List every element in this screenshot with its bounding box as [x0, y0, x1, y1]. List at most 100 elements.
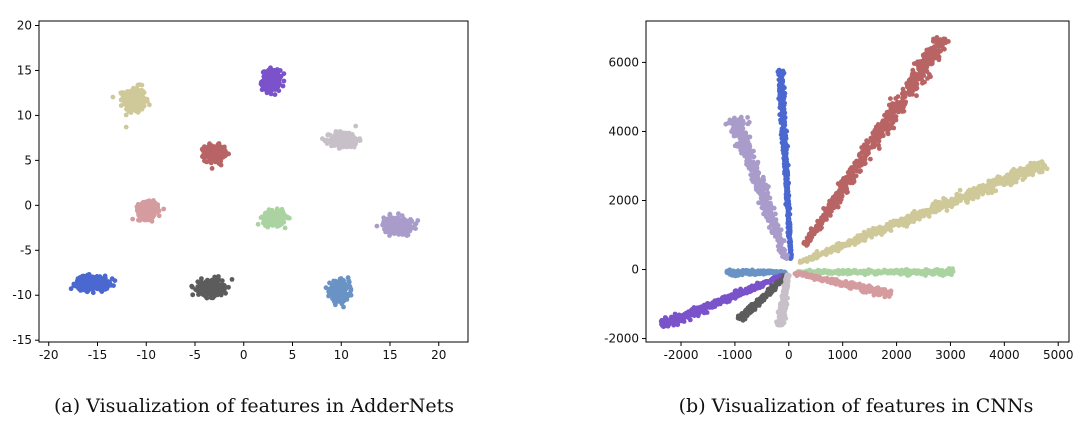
cnns-point: [965, 193, 970, 199]
addernets-point: [387, 211, 393, 217]
addernets-point: [268, 91, 274, 97]
addernets-point: [259, 87, 265, 93]
addernets-point: [156, 213, 162, 219]
cnns-point: [859, 145, 865, 150]
cnns-point: [971, 186, 977, 191]
addernets-point: [135, 104, 141, 110]
addernets-point: [199, 283, 204, 288]
addernets-ytick-label: 15: [17, 63, 32, 77]
addernets-point: [132, 86, 137, 92]
cnns-point: [801, 241, 807, 246]
addernets-point: [199, 276, 204, 281]
addernets-point: [217, 152, 223, 158]
addernets-point: [264, 80, 270, 86]
cnns-point: [993, 180, 998, 186]
cnns-point: [848, 169, 854, 175]
cnns-point: [907, 85, 913, 91]
addernets-caption: (a) Visualization of features in AdderNe…: [54, 395, 454, 417]
cnns-point: [861, 158, 867, 164]
addernets-point: [340, 279, 346, 285]
addernets-point: [218, 289, 224, 295]
addernets-point: [143, 97, 149, 103]
addernets-series-5: [255, 206, 292, 231]
addernets-point: [118, 103, 124, 108]
cnns-point: [958, 197, 963, 203]
cnns-series-1: [797, 159, 1050, 265]
cnns-point: [779, 104, 785, 110]
addernets-point: [263, 217, 269, 222]
addernets-point: [280, 83, 286, 89]
addernets-point: [130, 216, 136, 222]
addernets-point: [357, 138, 363, 143]
addernets-point: [255, 221, 261, 227]
addernets-point: [353, 136, 358, 141]
addernets-point: [223, 290, 229, 296]
addernets-point: [275, 216, 281, 221]
addernets-point: [123, 112, 129, 118]
addernets-point: [333, 288, 339, 293]
addernets-point: [262, 76, 268, 82]
addernets-point: [274, 79, 280, 85]
cnns-point: [809, 234, 815, 240]
addernets-point: [275, 222, 280, 228]
cnns-point: [858, 154, 864, 160]
cnns-point: [911, 213, 917, 219]
cnns-point: [825, 211, 831, 217]
cnns-point: [934, 42, 940, 47]
addernets-point: [151, 198, 156, 203]
cnns-point: [942, 46, 947, 52]
addernets-ytick-label: -5: [20, 243, 32, 257]
addernets-point: [336, 284, 342, 290]
cnns-scatter-panel: -2000 -1000 0 1000 2000 3000 4000 5000-20000200…: [604, 20, 1073, 417]
addernets-ytick-label: -15: [12, 333, 32, 347]
cnns-point: [975, 193, 981, 199]
addernets-point: [222, 148, 228, 154]
addernets-point: [143, 211, 149, 216]
cnns-point: [830, 204, 836, 210]
cnns-point: [931, 205, 936, 211]
cnns-point: [838, 243, 844, 249]
addernets-point: [206, 152, 212, 158]
addernets-point: [271, 217, 277, 223]
cnns-point: [923, 55, 929, 61]
cnns-point: [899, 217, 904, 223]
addernets-point: [281, 71, 287, 77]
cnns-point: [932, 51, 938, 56]
cnns-point: [919, 73, 924, 79]
addernets-point: [403, 220, 409, 226]
addernets-point: [374, 223, 380, 229]
cnns-point: [895, 94, 901, 99]
cnns-point: [894, 102, 900, 108]
cnns-point: [914, 93, 919, 99]
addernets-point: [333, 293, 339, 299]
cnns-point: [778, 117, 783, 123]
addernets-point: [210, 287, 216, 293]
addernets-series-0: [110, 82, 152, 130]
cnns-point: [784, 188, 790, 194]
cnns-point: [785, 203, 790, 209]
cnns-point: [868, 156, 873, 162]
addernets-point: [338, 139, 343, 145]
addernets-series-6: [374, 211, 421, 239]
cnns-point: [850, 180, 856, 186]
addernets-point: [139, 208, 145, 213]
addernets-point: [93, 285, 99, 291]
addernets-ytick-label: 0: [24, 198, 32, 212]
addernets-point: [214, 277, 220, 283]
cnns-point: [777, 92, 783, 98]
cnns-point: [845, 189, 850, 195]
addernets-point: [154, 205, 160, 211]
cnns-point: [847, 238, 852, 243]
cnns-point: [927, 61, 932, 66]
addernets-point: [391, 230, 396, 236]
cnns-point: [771, 205, 777, 211]
addernets-point: [266, 209, 272, 215]
cnns-point: [998, 177, 1003, 183]
addernets-point: [139, 82, 145, 88]
addernets-series-1: [258, 65, 287, 97]
addernets-point: [78, 279, 84, 285]
addernets-point: [333, 302, 338, 308]
addernets-series-8: [189, 274, 235, 301]
cnns-point: [797, 258, 803, 264]
cnns-point: [1037, 169, 1043, 175]
